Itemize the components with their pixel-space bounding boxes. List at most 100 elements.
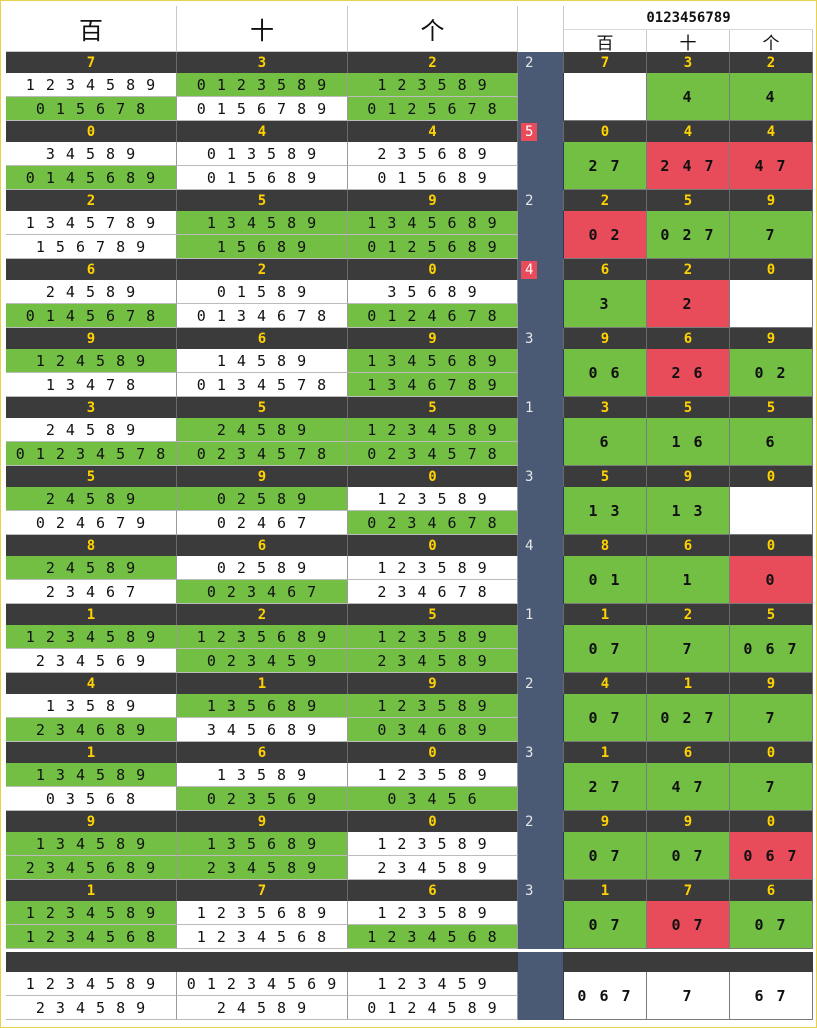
candidate-line-bai[interactable]: 1 2 3 4 5 6 8	[6, 925, 177, 949]
result-digit-bai[interactable]: 2	[564, 190, 647, 211]
winning-digit-ge[interactable]: 0	[348, 811, 518, 832]
result-digit-ge[interactable]: 0	[730, 535, 813, 556]
subheader-ge[interactable]: 个	[730, 30, 813, 52]
candidate-line-shi[interactable]: 1 3 5 6 8 9	[177, 832, 348, 856]
result-cell-bai[interactable]: 0 7	[564, 832, 647, 880]
result-digit-ge[interactable]: 5	[730, 604, 813, 625]
candidate-line-ge[interactable]: 1 3 4 5 6 8 9	[348, 211, 518, 235]
winning-digit-ge[interactable]: 6	[348, 880, 518, 901]
result-cell-ge[interactable]: 6	[730, 418, 813, 466]
candidate-line-bai[interactable]: 3 4 5 8 9	[6, 142, 177, 166]
candidate-line-ge[interactable]: 2 3 4 6 7 8	[348, 580, 518, 604]
candidate-line-shi[interactable]: 1 2 3 4 5 6 8	[177, 925, 348, 949]
count-column-fill[interactable]	[518, 142, 564, 190]
candidate-line-shi[interactable]: 1 4 5 8 9	[177, 349, 348, 373]
candidate-line-shi[interactable]: 0 2 4 6 7	[177, 511, 348, 535]
winning-digit-shi[interactable]: 9	[177, 466, 348, 487]
result-digit-bai[interactable]: 7	[564, 52, 647, 73]
result-cell-shi[interactable]: 2 4 7	[647, 142, 730, 190]
result-digit-ge[interactable]: 0	[730, 259, 813, 280]
final-line-bai[interactable]: 1 2 3 4 5 8 9	[6, 972, 177, 996]
candidate-line-shi[interactable]: 2 4 5 8 9	[177, 418, 348, 442]
result-digit-bai[interactable]: 8	[564, 535, 647, 556]
candidate-line-bai[interactable]: 2 4 5 8 9	[6, 418, 177, 442]
candidate-line-shi[interactable]: 3 4 5 6 8 9	[177, 718, 348, 742]
result-digit-shi[interactable]: 9	[647, 811, 730, 832]
result-cell-shi[interactable]: 1	[647, 556, 730, 604]
candidate-line-bai[interactable]: 1 3 4 5 8 9	[6, 763, 177, 787]
result-digit-bai[interactable]: 6	[564, 259, 647, 280]
count-column-fill[interactable]	[518, 211, 564, 259]
winning-digit-bai[interactable]: 3	[6, 397, 177, 418]
candidate-line-shi[interactable]: 1 3 5 8 9	[177, 763, 348, 787]
result-digit-ge[interactable]: 5	[730, 397, 813, 418]
result-cell-bai[interactable]: 6	[564, 418, 647, 466]
result-cell-ge[interactable]	[730, 280, 813, 328]
hit-count-cell[interactable]: 3	[518, 466, 564, 487]
count-column-fill[interactable]	[518, 832, 564, 880]
count-column-fill[interactable]	[518, 556, 564, 604]
header-ge[interactable]: 个	[348, 6, 518, 52]
winning-digit-shi[interactable]: 2	[177, 259, 348, 280]
candidate-line-bai[interactable]: 2 4 5 8 9	[6, 556, 177, 580]
result-digit-ge[interactable]: 0	[730, 466, 813, 487]
candidate-line-ge[interactable]: 1 2 3 5 8 9	[348, 487, 518, 511]
result-cell-bai[interactable]: 0 7	[564, 694, 647, 742]
candidate-line-ge[interactable]: 1 2 3 5 8 9	[348, 73, 518, 97]
final-result-shi[interactable]: 7	[647, 972, 730, 1020]
hit-count-cell[interactable]: 1	[518, 604, 564, 625]
header-bai[interactable]: 百	[6, 6, 177, 52]
result-digit-bai[interactable]: 9	[564, 328, 647, 349]
count-column-fill[interactable]	[518, 280, 564, 328]
candidate-line-ge[interactable]: 1 2 3 5 8 9	[348, 556, 518, 580]
result-digit-shi[interactable]: 3	[647, 52, 730, 73]
result-digit-shi[interactable]: 5	[647, 397, 730, 418]
winning-digit-bai[interactable]: 4	[6, 673, 177, 694]
candidate-line-ge[interactable]: 0 3 4 5 6	[348, 787, 518, 811]
result-cell-shi[interactable]: 2 6	[647, 349, 730, 397]
hit-count-cell[interactable]: 1	[518, 397, 564, 418]
final-line-bai[interactable]: 2 3 4 5 8 9	[6, 996, 177, 1020]
count-column-fill[interactable]	[518, 349, 564, 397]
result-digit-shi[interactable]: 1	[647, 673, 730, 694]
digits-title[interactable]: 0123456789	[564, 6, 813, 30]
candidate-line-bai[interactable]: 1 2 3 4 5 8 9	[6, 901, 177, 925]
subheader-bai[interactable]: 百	[564, 30, 647, 52]
winning-digit-ge[interactable]: 9	[348, 328, 518, 349]
candidate-line-shi[interactable]: 1 3 4 5 8 9	[177, 211, 348, 235]
candidate-line-ge[interactable]: 2 3 4 5 8 9	[348, 856, 518, 880]
result-cell-shi[interactable]: 0 2 7	[647, 694, 730, 742]
candidate-line-bai[interactable]: 1 3 4 7 8	[6, 373, 177, 397]
result-digit-ge[interactable]: 0	[730, 742, 813, 763]
candidate-line-ge[interactable]: 1 2 3 5 8 9	[348, 694, 518, 718]
result-cell-ge[interactable]	[730, 487, 813, 535]
final-line-ge[interactable]: 0 1 2 4 5 8 9	[348, 996, 518, 1020]
candidate-line-bai[interactable]: 2 3 4 5 6 8 9	[6, 856, 177, 880]
candidate-line-bai[interactable]: 1 3 4 5 8 9	[6, 832, 177, 856]
candidate-line-ge[interactable]: 0 1 5 6 8 9	[348, 166, 518, 190]
candidate-line-shi[interactable]: 0 1 5 6 8 9	[177, 166, 348, 190]
result-cell-shi[interactable]: 0 2 7	[647, 211, 730, 259]
result-digit-ge[interactable]: 2	[730, 52, 813, 73]
candidate-line-ge[interactable]: 0 2 3 4 5 7 8	[348, 442, 518, 466]
hit-count-cell[interactable]: 4	[518, 535, 564, 556]
result-cell-shi[interactable]: 4	[647, 73, 730, 121]
hit-count-cell[interactable]: 3	[518, 880, 564, 901]
candidate-line-shi[interactable]: 0 2 3 4 6 7	[177, 580, 348, 604]
count-column-fill[interactable]	[518, 487, 564, 535]
candidate-line-bai[interactable]: 1 5 6 7 8 9	[6, 235, 177, 259]
winning-digit-shi[interactable]: 6	[177, 328, 348, 349]
count-column-fill[interactable]	[518, 901, 564, 949]
candidate-line-ge[interactable]: 1 3 4 5 6 8 9	[348, 349, 518, 373]
candidate-line-shi[interactable]: 2 3 4 5 8 9	[177, 856, 348, 880]
candidate-line-ge[interactable]: 1 2 3 5 8 9	[348, 625, 518, 649]
winning-digit-bai[interactable]: 1	[6, 742, 177, 763]
candidate-line-bai[interactable]: 2 3 4 6 7	[6, 580, 177, 604]
candidate-line-bai[interactable]: 0 1 4 5 6 8 9	[6, 166, 177, 190]
hit-count-cell[interactable]: 2	[518, 811, 564, 832]
candidate-line-ge[interactable]: 1 2 3 5 8 9	[348, 901, 518, 925]
winning-digit-shi[interactable]: 9	[177, 811, 348, 832]
result-digit-ge[interactable]: 4	[730, 121, 813, 142]
candidate-line-bai[interactable]: 2 4 5 8 9	[6, 280, 177, 304]
candidate-line-ge[interactable]: 3 5 6 8 9	[348, 280, 518, 304]
